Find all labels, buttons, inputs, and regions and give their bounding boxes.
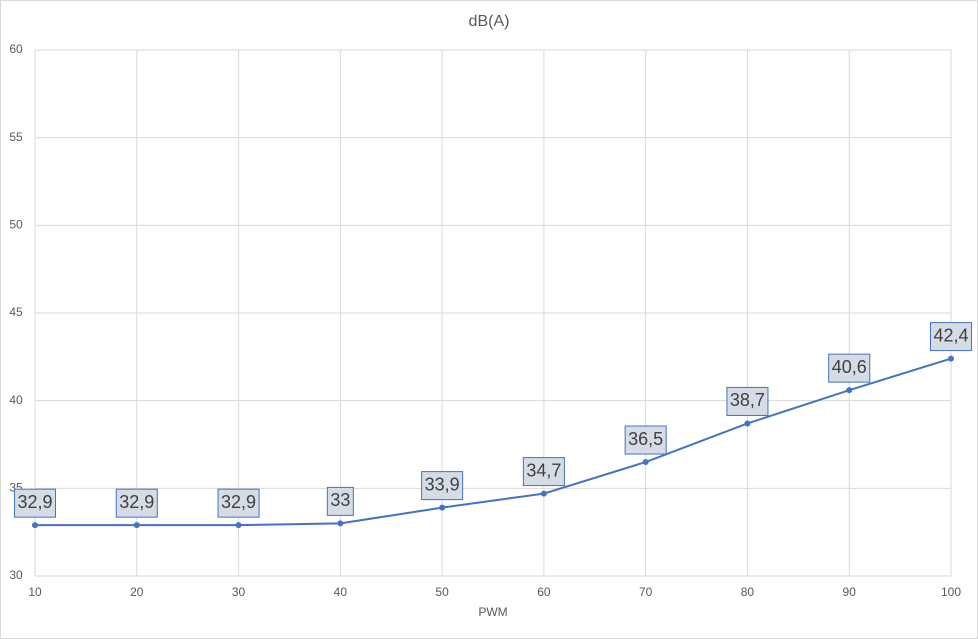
data-point (133, 522, 140, 529)
data-label-box (828, 353, 871, 383)
data-label: 33,9 (425, 474, 460, 494)
y-tick-label: 60 (9, 42, 23, 56)
data-label-box (624, 425, 667, 455)
x-axis-label: PWM (478, 605, 507, 619)
x-tick-label: 40 (334, 585, 348, 599)
data-label-box (13, 488, 57, 518)
x-tick-label: 50 (435, 585, 449, 599)
data-point (235, 522, 242, 529)
data-label-box (217, 488, 260, 518)
x-tick-label: 20 (130, 585, 144, 599)
data-point (32, 522, 38, 529)
data-point (439, 504, 446, 511)
y-tick-label: 40 (9, 393, 23, 407)
data-label-box (929, 322, 973, 352)
data-point (846, 387, 853, 394)
data-label: 32,9 (119, 492, 154, 512)
data-point (642, 459, 649, 466)
x-tick-label: 100 (941, 585, 961, 599)
x-tick-label: 70 (639, 585, 653, 599)
x-tick-label: 30 (232, 585, 246, 599)
y-tick-label: 50 (9, 218, 23, 232)
data-label-box (421, 471, 464, 501)
data-label: 38,7 (730, 390, 765, 410)
data-label-box (522, 457, 565, 487)
y-tick-label: 55 (9, 130, 23, 144)
data-point (744, 420, 751, 427)
x-tick-label: 10 (28, 585, 42, 599)
data-label: 40,6 (832, 357, 867, 377)
data-point (948, 355, 954, 362)
data-point (540, 490, 547, 497)
x-tick-label: 80 (741, 585, 755, 599)
data-label: 32,9 (17, 492, 52, 512)
x-tick-label: 90 (843, 585, 857, 599)
data-point (337, 520, 344, 527)
data-label-box (726, 386, 769, 416)
data-label-box (326, 486, 354, 516)
y-tick-label: 30 (9, 568, 23, 582)
data-line (35, 357, 952, 527)
chart-title: dB(A) (469, 13, 510, 30)
data-label: 33 (330, 490, 350, 510)
x-tick-label: 60 (537, 585, 551, 599)
data-label: 32,9 (221, 492, 256, 512)
data-label: 42,4 (933, 325, 968, 345)
data-label: 34,7 (526, 460, 561, 480)
data-label-box (115, 488, 158, 518)
data-label: 36,5 (628, 429, 663, 449)
y-tick-label: 45 (9, 305, 23, 319)
